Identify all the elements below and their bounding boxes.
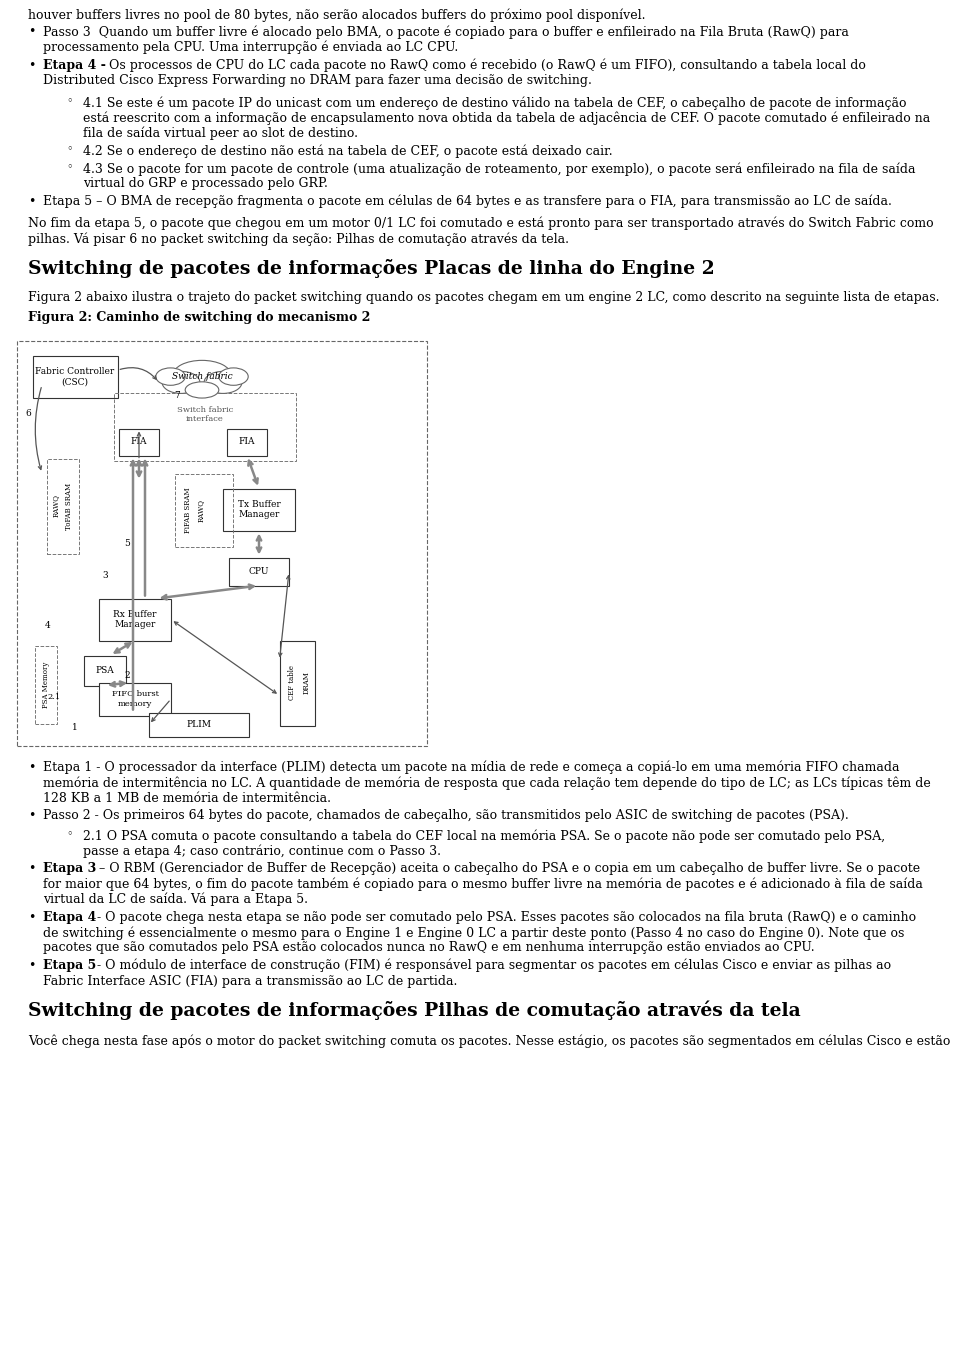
Text: 4.1 Se este é um pacote IP do unicast com um endereço de destino válido na tabel: 4.1 Se este é um pacote IP do unicast co… [83, 96, 906, 109]
Text: RAWQ: RAWQ [52, 494, 60, 517]
Text: Switching de pacotes de informações Pilhas de comutação através da tela: Switching de pacotes de informações Pilh… [28, 1000, 801, 1021]
Text: FIFO burst
memory: FIFO burst memory [111, 691, 158, 707]
Bar [227, 428, 267, 456]
Bar [119, 428, 159, 456]
Text: Passo 2 - Os primeiros 64 bytes do pacote, chamados de cabeçalho, são transmitid: Passo 2 - Os primeiros 64 bytes do pacot… [43, 808, 849, 822]
Text: •: • [28, 862, 36, 876]
Ellipse shape [162, 371, 200, 394]
Text: Você chega nesta fase após o motor do packet switching comuta os pacotes. Nesse : Você chega nesta fase após o motor do pa… [28, 1034, 950, 1048]
Bar [223, 488, 295, 531]
Bar [99, 683, 171, 715]
Text: Etapa 5: Etapa 5 [43, 959, 96, 973]
Text: 7: 7 [174, 390, 180, 399]
Bar [47, 458, 79, 554]
Text: Fabric Interface ASIC (FIA) para a transmissão ao LC de partida.: Fabric Interface ASIC (FIA) para a trans… [43, 974, 457, 988]
Text: ToFAB SRAM: ToFAB SRAM [65, 483, 73, 529]
Text: Distributed Cisco Express Forwarding no DRAM para fazer uma decisão de switching: Distributed Cisco Express Forwarding no … [43, 74, 592, 88]
Text: de switching é essencialmente o mesmo para o Engine 1 e Engine 0 LC a partir des: de switching é essencialmente o mesmo pa… [43, 926, 904, 940]
Text: Etapa 4: Etapa 4 [43, 911, 96, 923]
Text: 4.3 Se o pacote for um pacote de controle (uma atualização de roteamento, por ex: 4.3 Se o pacote for um pacote de control… [83, 161, 916, 175]
Text: Switching de pacotes de informações Placas de linha do Engine 2: Switching de pacotes de informações Plac… [28, 259, 714, 278]
Text: PSA Memory: PSA Memory [42, 661, 50, 707]
Text: Etapa 4 -: Etapa 4 - [43, 59, 106, 71]
Text: Tx Buffer
Manager: Tx Buffer Manager [238, 499, 280, 520]
Bar [84, 655, 126, 685]
Bar [279, 640, 315, 725]
Text: Etapa 5 – O BMA de recepção fragmenta o pacote em células de 64 bytes e as trans: Etapa 5 – O BMA de recepção fragmenta o … [43, 196, 892, 208]
Text: está reescrito com a informação de encapsulamento nova obtida da tabela de adjac: está reescrito com a informação de encap… [83, 112, 930, 124]
Text: - O módulo de interface de construção (FIM) é responsável para segmentar os paco: - O módulo de interface de construção (F… [93, 959, 891, 973]
Text: 2: 2 [124, 672, 130, 680]
Text: 5: 5 [124, 539, 130, 549]
Bar [35, 646, 57, 724]
Text: No fim da etapa 5, o pacote que chegou em um motor 0/1 LC foi comutado e está pr: No fim da etapa 5, o pacote que chegou e… [28, 218, 934, 230]
Text: - O pacote chega nesta etapa se não pode ser comutado pelo PSA. Esses pacotes sã: - O pacote chega nesta etapa se não pode… [93, 911, 916, 923]
Text: •: • [28, 59, 36, 71]
Text: 3: 3 [102, 572, 108, 580]
Text: virtual do GRP e processado pelo GRP.: virtual do GRP e processado pelo GRP. [83, 178, 328, 190]
Text: •: • [28, 959, 36, 973]
Text: FiFAB SRAM: FiFAB SRAM [184, 487, 192, 534]
Text: passe a etapa 4; caso contrário, continue com o Passo 3.: passe a etapa 4; caso contrário, continu… [83, 844, 441, 858]
Text: pacotes que são comutados pelo PSA estão colocados nunca no RawQ e em nenhuma in: pacotes que são comutados pelo PSA estão… [43, 941, 815, 955]
Text: PSA: PSA [96, 666, 114, 674]
Text: •: • [28, 911, 36, 923]
Text: Rx Buffer
Manager: Rx Buffer Manager [113, 610, 156, 629]
Text: Fabric Controller
(CSC): Fabric Controller (CSC) [36, 367, 114, 386]
Text: houver buffers livres no pool de 80 bytes, não serão alocados buffers do próximo: houver buffers livres no pool de 80 byte… [28, 8, 645, 22]
Text: FIA: FIA [131, 438, 147, 446]
Bar [99, 599, 171, 640]
Text: ◦: ◦ [66, 161, 73, 172]
Bar [175, 475, 233, 546]
Text: Os processos de CPU do LC cada pacote no RawQ como é recebido (o RawQ é um FIFO): Os processos de CPU do LC cada pacote no… [105, 59, 866, 73]
Text: CEF table: CEF table [288, 665, 296, 700]
Text: Passo 3  Quando um buffer livre é alocado pelo BMA, o pacote é copiado para o bu: Passo 3 Quando um buffer livre é alocado… [43, 26, 849, 40]
Text: •: • [28, 808, 36, 822]
Text: – O RBM (Gerenciador de Buffer de Recepção) aceita o cabeçalho do PSA e o copia : – O RBM (Gerenciador de Buffer de Recepç… [95, 862, 920, 876]
Text: Switch fabric
interface: Switch fabric interface [177, 405, 233, 423]
Text: 4: 4 [45, 621, 51, 631]
Text: 2.1 O PSA comuta o pacote consultando a tabela do CEF local na memória PSA. Se o: 2.1 O PSA comuta o pacote consultando a … [83, 829, 885, 843]
Text: for maior que 64 bytes, o fim do pacote também é copiado para o mesmo buffer liv: for maior que 64 bytes, o fim do pacote … [43, 877, 923, 891]
Text: Figura 2 abaixo ilustra o trajeto do packet switching quando os pacotes chegam e: Figura 2 abaixo ilustra o trajeto do pac… [28, 290, 940, 304]
Bar [114, 393, 296, 461]
Text: FIA: FIA [239, 438, 255, 446]
Text: •: • [28, 26, 36, 38]
Text: ◦: ◦ [66, 829, 73, 839]
Ellipse shape [204, 371, 242, 394]
Text: fila de saída virtual peer ao slot de destino.: fila de saída virtual peer ao slot de de… [83, 127, 358, 141]
Bar [33, 356, 117, 398]
Text: 1: 1 [72, 724, 78, 732]
Text: Switch fabric: Switch fabric [172, 372, 232, 382]
Bar [229, 558, 289, 586]
Text: Etapa 1 - O processador da interface (PLIM) detecta um pacote na mídia de rede e: Etapa 1 - O processador da interface (PL… [43, 761, 900, 774]
Text: 6: 6 [25, 409, 31, 419]
Text: 4.2 Se o endereço de destino não está na tabela de CEF, o pacote está deixado ca: 4.2 Se o endereço de destino não está na… [83, 145, 612, 157]
Text: Figura 2: Caminho de switching do mecanismo 2: Figura 2: Caminho de switching do mecani… [28, 311, 371, 323]
Ellipse shape [219, 368, 249, 386]
Text: ◦: ◦ [66, 145, 73, 155]
Text: pilhas. Vá pisar 6 no packet switching da seção: Pilhas de comutação através da : pilhas. Vá pisar 6 no packet switching d… [28, 233, 569, 246]
Text: 128 KB a 1 MB de memória de intermitência.: 128 KB a 1 MB de memória de intermitênci… [43, 792, 331, 804]
Ellipse shape [173, 360, 230, 390]
Bar [149, 713, 249, 736]
Text: processamento pela CPU. Uma interrupção é enviada ao LC CPU.: processamento pela CPU. Uma interrupção … [43, 41, 458, 55]
Text: RAWQ: RAWQ [197, 499, 205, 523]
Text: CPU: CPU [249, 566, 269, 576]
Text: •: • [28, 761, 36, 773]
Text: DRAM: DRAM [303, 672, 311, 695]
Ellipse shape [185, 382, 219, 398]
Text: •: • [28, 196, 36, 208]
Text: memória de intermitência no LC. A quantidade de memória de resposta que cada rel: memória de intermitência no LC. A quanti… [43, 776, 931, 789]
Text: ◦: ◦ [66, 96, 73, 105]
Text: virtual da LC de saída. Vá para a Etapa 5.: virtual da LC de saída. Vá para a Etapa … [43, 893, 308, 907]
Text: Etapa 3: Etapa 3 [43, 862, 96, 876]
Text: PLIM: PLIM [186, 720, 211, 729]
Ellipse shape [156, 368, 185, 386]
Text: 2.1: 2.1 [47, 692, 60, 700]
